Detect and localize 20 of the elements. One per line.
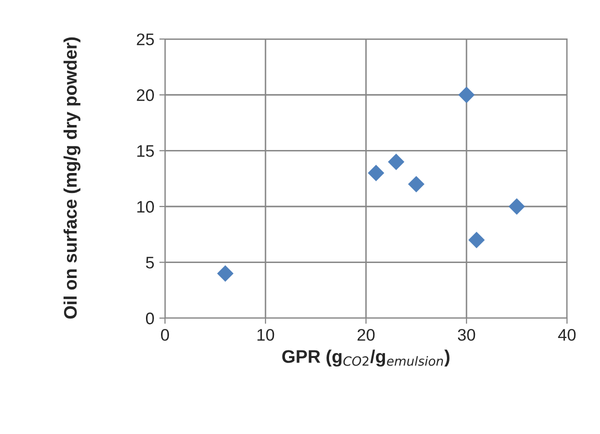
x-tick-label: 20 [358, 328, 375, 341]
y-tick-label: 5 [146, 256, 154, 269]
x-tick-label: 40 [558, 328, 576, 341]
point [368, 164, 384, 182]
y-tick-label: 20 [136, 89, 154, 102]
point [508, 198, 525, 215]
point [408, 176, 424, 192]
y-tick-label: 10 [137, 200, 154, 213]
x-tick-label: 10 [258, 328, 274, 341]
point [388, 154, 404, 170]
x-axis-title: GPR (g$_{CO2}$/g$_{emulsion}$) [282, 350, 450, 367]
y-axis-title: Oil on surface (mg/g dry powder) [64, 37, 80, 319]
point [217, 265, 234, 282]
point [468, 232, 485, 248]
x-tick-label: 30 [458, 328, 476, 341]
point [458, 86, 475, 104]
y-tick-label: 0 [146, 312, 154, 324]
x-tick-label: 0 [161, 328, 169, 341]
y-tick-label: 25 [136, 33, 154, 46]
y-tick-label: 15 [137, 145, 154, 157]
